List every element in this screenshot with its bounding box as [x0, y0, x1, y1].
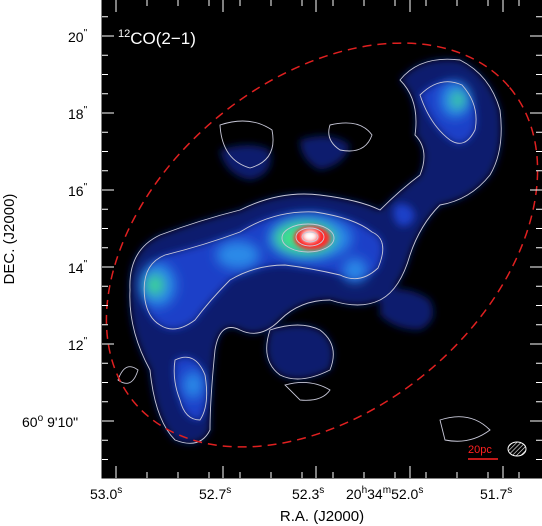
x-tick-label-0: 53.0s	[90, 485, 122, 502]
panel-label: 12CO(2−1)	[118, 28, 196, 48]
x-tick-label-2: 52.3s	[292, 485, 324, 502]
contour-lines	[117, 58, 502, 444]
emission-peak	[294, 226, 330, 250]
beam-icon	[507, 441, 527, 457]
y-tick-label-2: 16"	[68, 182, 88, 199]
x-tick-label-3: 20h34m52.0s	[346, 485, 423, 502]
y-tick-label-5: 60o 9'10"	[22, 413, 78, 430]
emission-map: 20pc 12CO(2−1)	[105, 28, 539, 460]
y-tick-label-4: 12"	[68, 336, 88, 353]
x-tick-label-4: 51.7s	[480, 485, 512, 502]
y-tick-label-3: 14"	[68, 259, 88, 276]
x-axis-title: R.A. (J2000)	[280, 508, 364, 525]
panel-label-text: CO(2−1)	[130, 29, 196, 48]
plot-frame	[101, 0, 542, 479]
x-tick-labels: 53.0s 52.7s 52.3s 20h34m52.0s 51.7s	[90, 485, 512, 502]
panel-label-superscript: 12	[118, 28, 130, 40]
y-axis-title: DEC. (J2000)	[1, 194, 18, 285]
y-tick-label-1: 18"	[68, 105, 88, 122]
y-axis-ticks	[102, 16, 542, 460]
x-axis-ticks	[115, 0, 520, 478]
y-tick-labels: 20" 18" 16" 14" 12" 60o 9'10"	[22, 28, 88, 430]
field-of-view-ellipse	[105, 42, 539, 448]
y-tick-label-0: 20"	[68, 28, 88, 45]
scale-bar-label: 20pc	[468, 444, 492, 456]
x-tick-label-1: 52.7s	[199, 485, 231, 502]
